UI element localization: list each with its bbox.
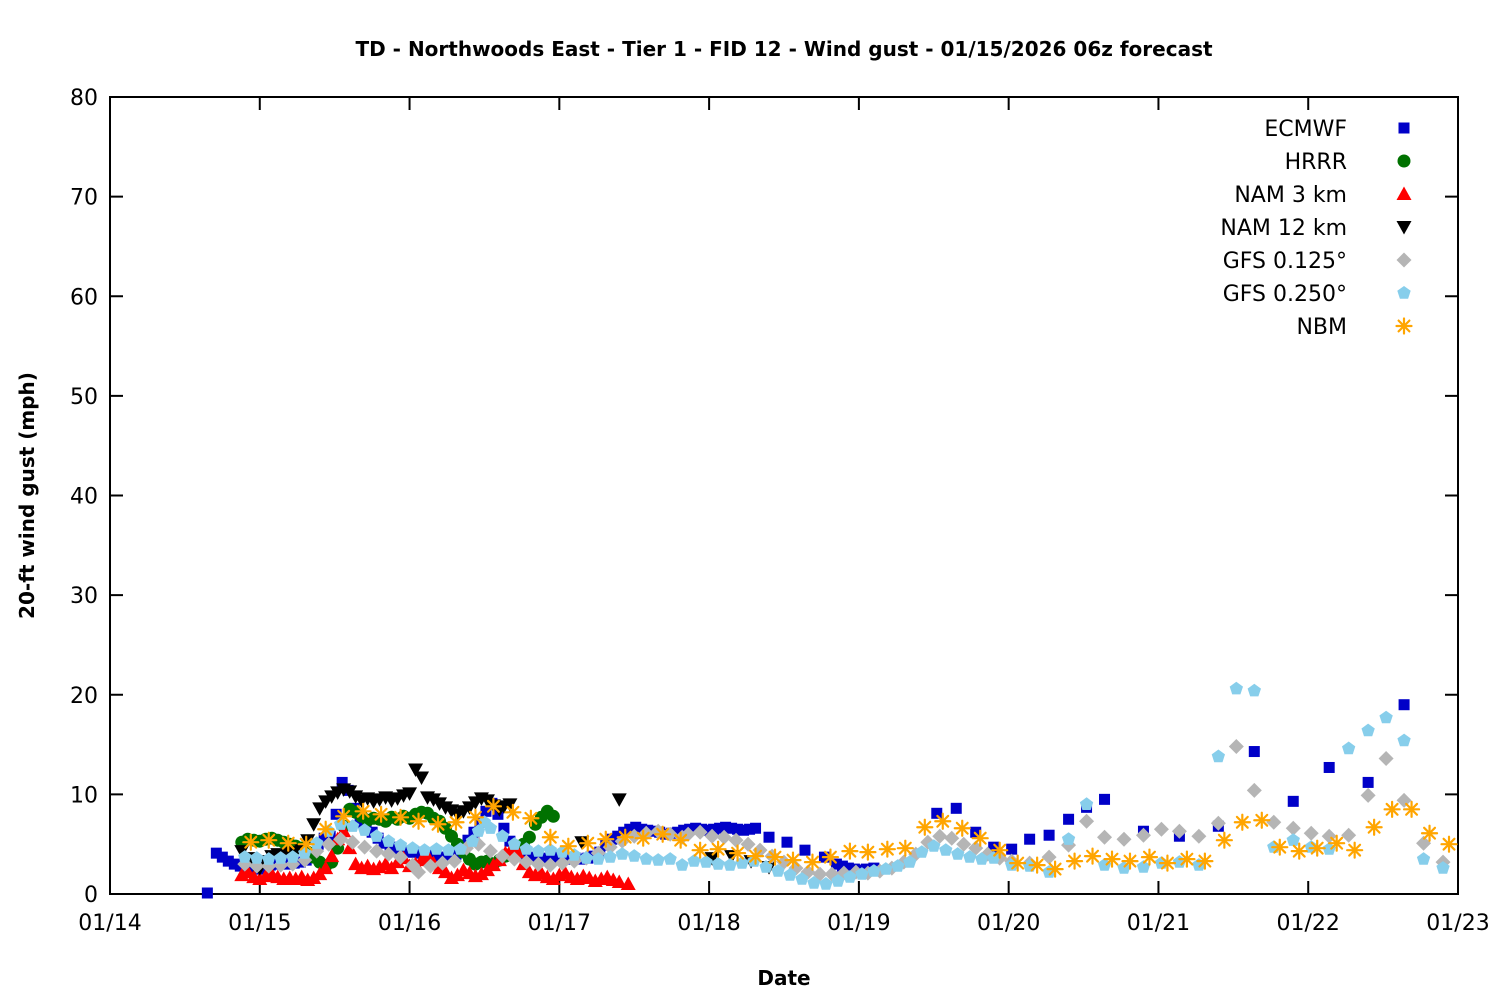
svg-text:01/22: 01/22	[1277, 911, 1340, 936]
svg-text:01/21: 01/21	[1127, 911, 1190, 936]
chart-title: TD - Northwoods East - Tier 1 - FID 12 -…	[355, 37, 1213, 61]
svg-text:01/17: 01/17	[528, 911, 591, 936]
svg-text:30: 30	[70, 584, 98, 609]
svg-text:0: 0	[84, 883, 98, 908]
series-gfs-0-250-	[238, 681, 1450, 890]
svg-text:01/19: 01/19	[827, 911, 890, 936]
svg-text:10: 10	[70, 783, 98, 808]
svg-text:GFS 0.250°: GFS 0.250°	[1223, 282, 1347, 307]
svg-text:01/14: 01/14	[78, 911, 141, 936]
legend-entry-hrrr: HRRR	[1285, 150, 1411, 175]
legend-entry-gfs-0-250-: GFS 0.250°	[1223, 282, 1411, 307]
svg-text:TD - Northwoods East - Tier 1: TD - Northwoods East - Tier 1 - FID 12 -…	[355, 37, 1213, 61]
svg-text:HRRR: HRRR	[1285, 150, 1347, 175]
x-axis: 01/14 01/15 01/16 01/17 01/18 01/19 01/20 01/21…	[78, 97, 1490, 936]
x-axis-label: Date	[757, 966, 810, 990]
legend: ECMWF HRRR NAM 3 km NAM 12 km GFS 0.125° GFS …	[1220, 117, 1413, 340]
svg-text:01/18: 01/18	[677, 911, 740, 936]
series-nbm	[242, 797, 1458, 878]
svg-text:60: 60	[70, 285, 98, 310]
series-nam-12-km	[234, 763, 777, 876]
y-axis-label: 20-ft wind gust (mph)	[15, 372, 39, 619]
svg-text:01/20: 01/20	[977, 911, 1040, 936]
svg-text:ECMWF: ECMWF	[1264, 117, 1347, 142]
svg-text:80: 80	[70, 86, 98, 111]
svg-text:GFS 0.125°: GFS 0.125°	[1223, 249, 1347, 274]
legend-entry-nam-12-km: NAM 12 km	[1220, 216, 1412, 241]
legend-entry-nam-3-km: NAM 3 km	[1234, 183, 1412, 208]
svg-text:50: 50	[70, 385, 98, 410]
y-axis: 0 10 20 30 40 50 60 70 80	[70, 86, 1458, 908]
legend-entry-ecmwf: ECMWF	[1264, 117, 1410, 142]
svg-text:20: 20	[70, 684, 98, 709]
svg-text:NAM 12 km: NAM 12 km	[1220, 216, 1347, 241]
svg-text:70: 70	[70, 186, 98, 211]
svg-text:40: 40	[70, 485, 98, 510]
legend-entry-nbm: NBM	[1296, 315, 1413, 340]
svg-text:NAM 3 km: NAM 3 km	[1234, 183, 1347, 208]
svg-text:01/15: 01/15	[228, 911, 291, 936]
svg-text:Date: Date	[757, 966, 810, 990]
svg-text:01/16: 01/16	[378, 911, 441, 936]
svg-text:20-ft wind gust (mph): 20-ft wind gust (mph)	[15, 372, 39, 619]
svg-text:01/23: 01/23	[1426, 911, 1489, 936]
svg-text:NBM: NBM	[1296, 315, 1347, 340]
legend-entry-gfs-0-125-: GFS 0.125°	[1223, 249, 1412, 274]
